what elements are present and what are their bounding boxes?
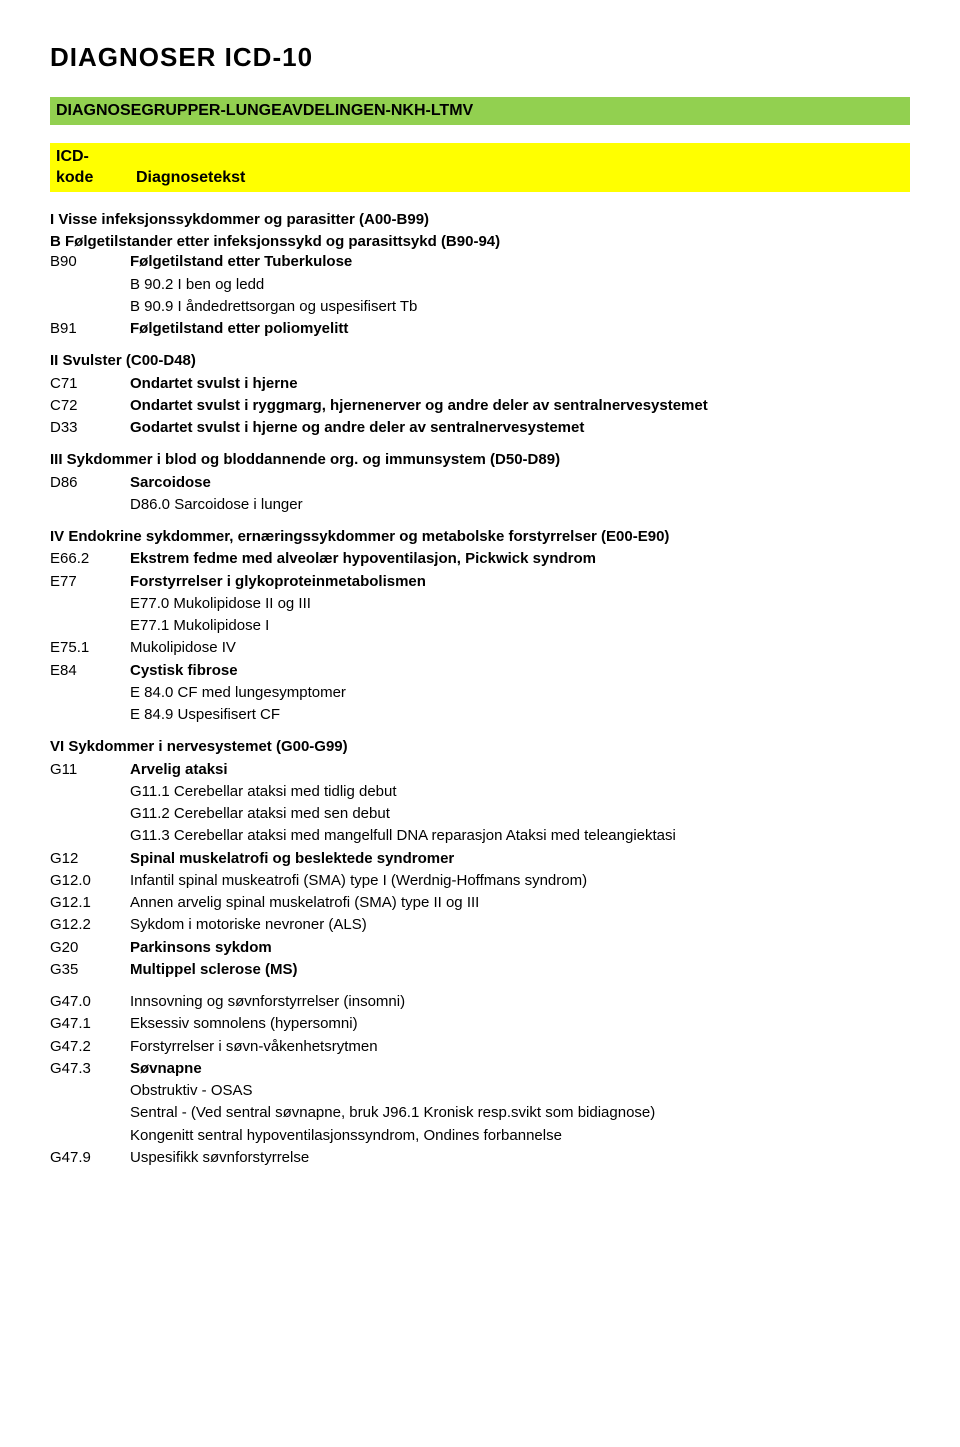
code-b90: B90	[50, 252, 130, 272]
code-g35: G35	[50, 960, 130, 980]
text-e75-1: Mukolipidose IV	[130, 638, 910, 658]
text-g11-2: G11.2 Cerebellar ataksi med sen debut	[50, 804, 910, 824]
code-c71: C71	[50, 374, 130, 394]
text-g12: Spinal muskelatrofi og beslektede syndro…	[130, 849, 910, 869]
section-3: III Sykdommer i blod og bloddannende org…	[50, 450, 910, 515]
text-g47-9: Uspesifikk søvnforstyrrelse	[130, 1148, 910, 1168]
band-green: DIAGNOSEGRUPPER-LUNGEAVDELINGEN-NKH-LTMV	[50, 97, 910, 125]
section-4: IV Endokrine sykdommer, ernæringssykdomm…	[50, 527, 910, 725]
header-text-col: Diagnosetekst	[136, 167, 904, 189]
text-b90: Følgetilstand etter Tuberkulose	[130, 252, 910, 272]
text-d86-0: D86.0 Sarcoidose i lunger	[50, 495, 910, 515]
header-code-line1: ICD-	[56, 148, 89, 165]
section-2: II Svulster (C00-D48) C71 Ondartet svuls…	[50, 351, 910, 438]
code-d86: D86	[50, 473, 130, 493]
text-g20: Parkinsons sykdom	[130, 938, 910, 958]
code-g47-2: G47.2	[50, 1037, 130, 1057]
code-g12-1: G12.1	[50, 893, 130, 913]
text-g47-3-a: Obstruktiv - OSAS	[50, 1081, 910, 1101]
code-g12: G12	[50, 849, 130, 869]
text-e84-0: E 84.0 CF med lungesymptomer	[50, 683, 910, 703]
sec3-title: III Sykdommer i blod og bloddannende org…	[50, 451, 560, 468]
code-e66-2: E66.2	[50, 549, 130, 569]
code-g47-3: G47.3	[50, 1059, 130, 1079]
sec2-title: II Svulster (C00-D48)	[50, 352, 196, 369]
code-g20: G20	[50, 938, 130, 958]
text-g47-1: Eksessiv somnolens (hypersomni)	[130, 1014, 910, 1034]
text-b91: Følgetilstand etter poliomyelitt	[130, 319, 910, 339]
text-g11-3: G11.3 Cerebellar ataksi med mangelfull D…	[50, 826, 910, 846]
code-g11: G11	[50, 760, 130, 780]
text-g11-1: G11.1 Cerebellar ataksi med tidlig debut	[50, 782, 910, 802]
text-g12-2: Sykdom i motoriske nevroner (ALS)	[130, 915, 910, 935]
text-g47-3-c: Kongenitt sentral hypoventilasjonssyndro…	[50, 1126, 910, 1146]
code-b91: B91	[50, 319, 130, 339]
text-e77-1: E77.1 Mukolipidose I	[50, 616, 910, 636]
text-g47-3: Søvnapne	[130, 1059, 910, 1079]
code-e84: E84	[50, 661, 130, 681]
code-g47-1: G47.1	[50, 1014, 130, 1034]
text-g12-1: Annen arvelig spinal muskelatrofi (SMA) …	[130, 893, 910, 913]
header-code-col: ICD- kode	[56, 146, 136, 189]
text-g47-2: Forstyrrelser i søvn-våkenhetsrytmen	[130, 1037, 910, 1057]
code-e75-1: E75.1	[50, 638, 130, 658]
text-e77-0: E77.0 Mukolipidose II og III	[50, 594, 910, 614]
text-e66-2: Ekstrem fedme med alveolær hypoventilasj…	[130, 549, 910, 569]
sec6-title: VI Sykdommer i nervesystemet (G00-G99)	[50, 738, 348, 755]
band-yellow: ICD- kode Diagnosetekst	[50, 143, 910, 192]
section-1: I Visse infeksjonssykdommer og parasitte…	[50, 210, 910, 340]
sec1-sub: B Følgetilstander etter infeksjonssykd o…	[50, 233, 500, 250]
code-g12-0: G12.0	[50, 871, 130, 891]
text-g47-3-b: Sentral - (Ved sentral søvnapne, bruk J9…	[50, 1103, 910, 1123]
code-g12-2: G12.2	[50, 915, 130, 935]
text-c71: Ondartet svulst i hjerne	[130, 374, 910, 394]
text-b90-2: B 90.2 I ben og ledd	[50, 275, 910, 295]
code-d33: D33	[50, 418, 130, 438]
page-title: DIAGNOSER ICD-10	[50, 40, 910, 75]
text-g35: Multippel sclerose (MS)	[130, 960, 910, 980]
code-c72: C72	[50, 396, 130, 416]
text-b90-9: B 90.9 I åndedrettsorgan og uspesifisert…	[50, 297, 910, 317]
sec1-title: I Visse infeksjonssykdommer og parasitte…	[50, 211, 429, 228]
code-g47-0: G47.0	[50, 992, 130, 1012]
sec4-title: IV Endokrine sykdommer, ernæringssykdomm…	[50, 528, 669, 545]
text-g12-0: Infantil spinal muskeatrofi (SMA) type I…	[130, 871, 910, 891]
section-6: VI Sykdommer i nervesystemet (G00-G99) G…	[50, 737, 910, 980]
text-g11: Arvelig ataksi	[130, 760, 910, 780]
code-g47-9: G47.9	[50, 1148, 130, 1168]
text-g47-0: Innsovning og søvnforstyrrelser (insomni…	[130, 992, 910, 1012]
header-code-line2: kode	[56, 169, 93, 186]
code-e77: E77	[50, 572, 130, 592]
text-d33: Godartet svulst i hjerne og andre deler …	[130, 418, 910, 438]
text-d86: Sarcoidose	[130, 473, 910, 493]
text-e84-9: E 84.9 Uspesifisert CF	[50, 705, 910, 725]
text-c72: Ondartet svulst i ryggmarg, hjernenerver…	[130, 396, 910, 416]
section-6b: G47.0 Innsovning og søvnforstyrrelser (i…	[50, 992, 910, 1168]
text-e84: Cystisk fibrose	[130, 661, 910, 681]
text-e77: Forstyrrelser i glykoproteinmetabolismen	[130, 572, 910, 592]
